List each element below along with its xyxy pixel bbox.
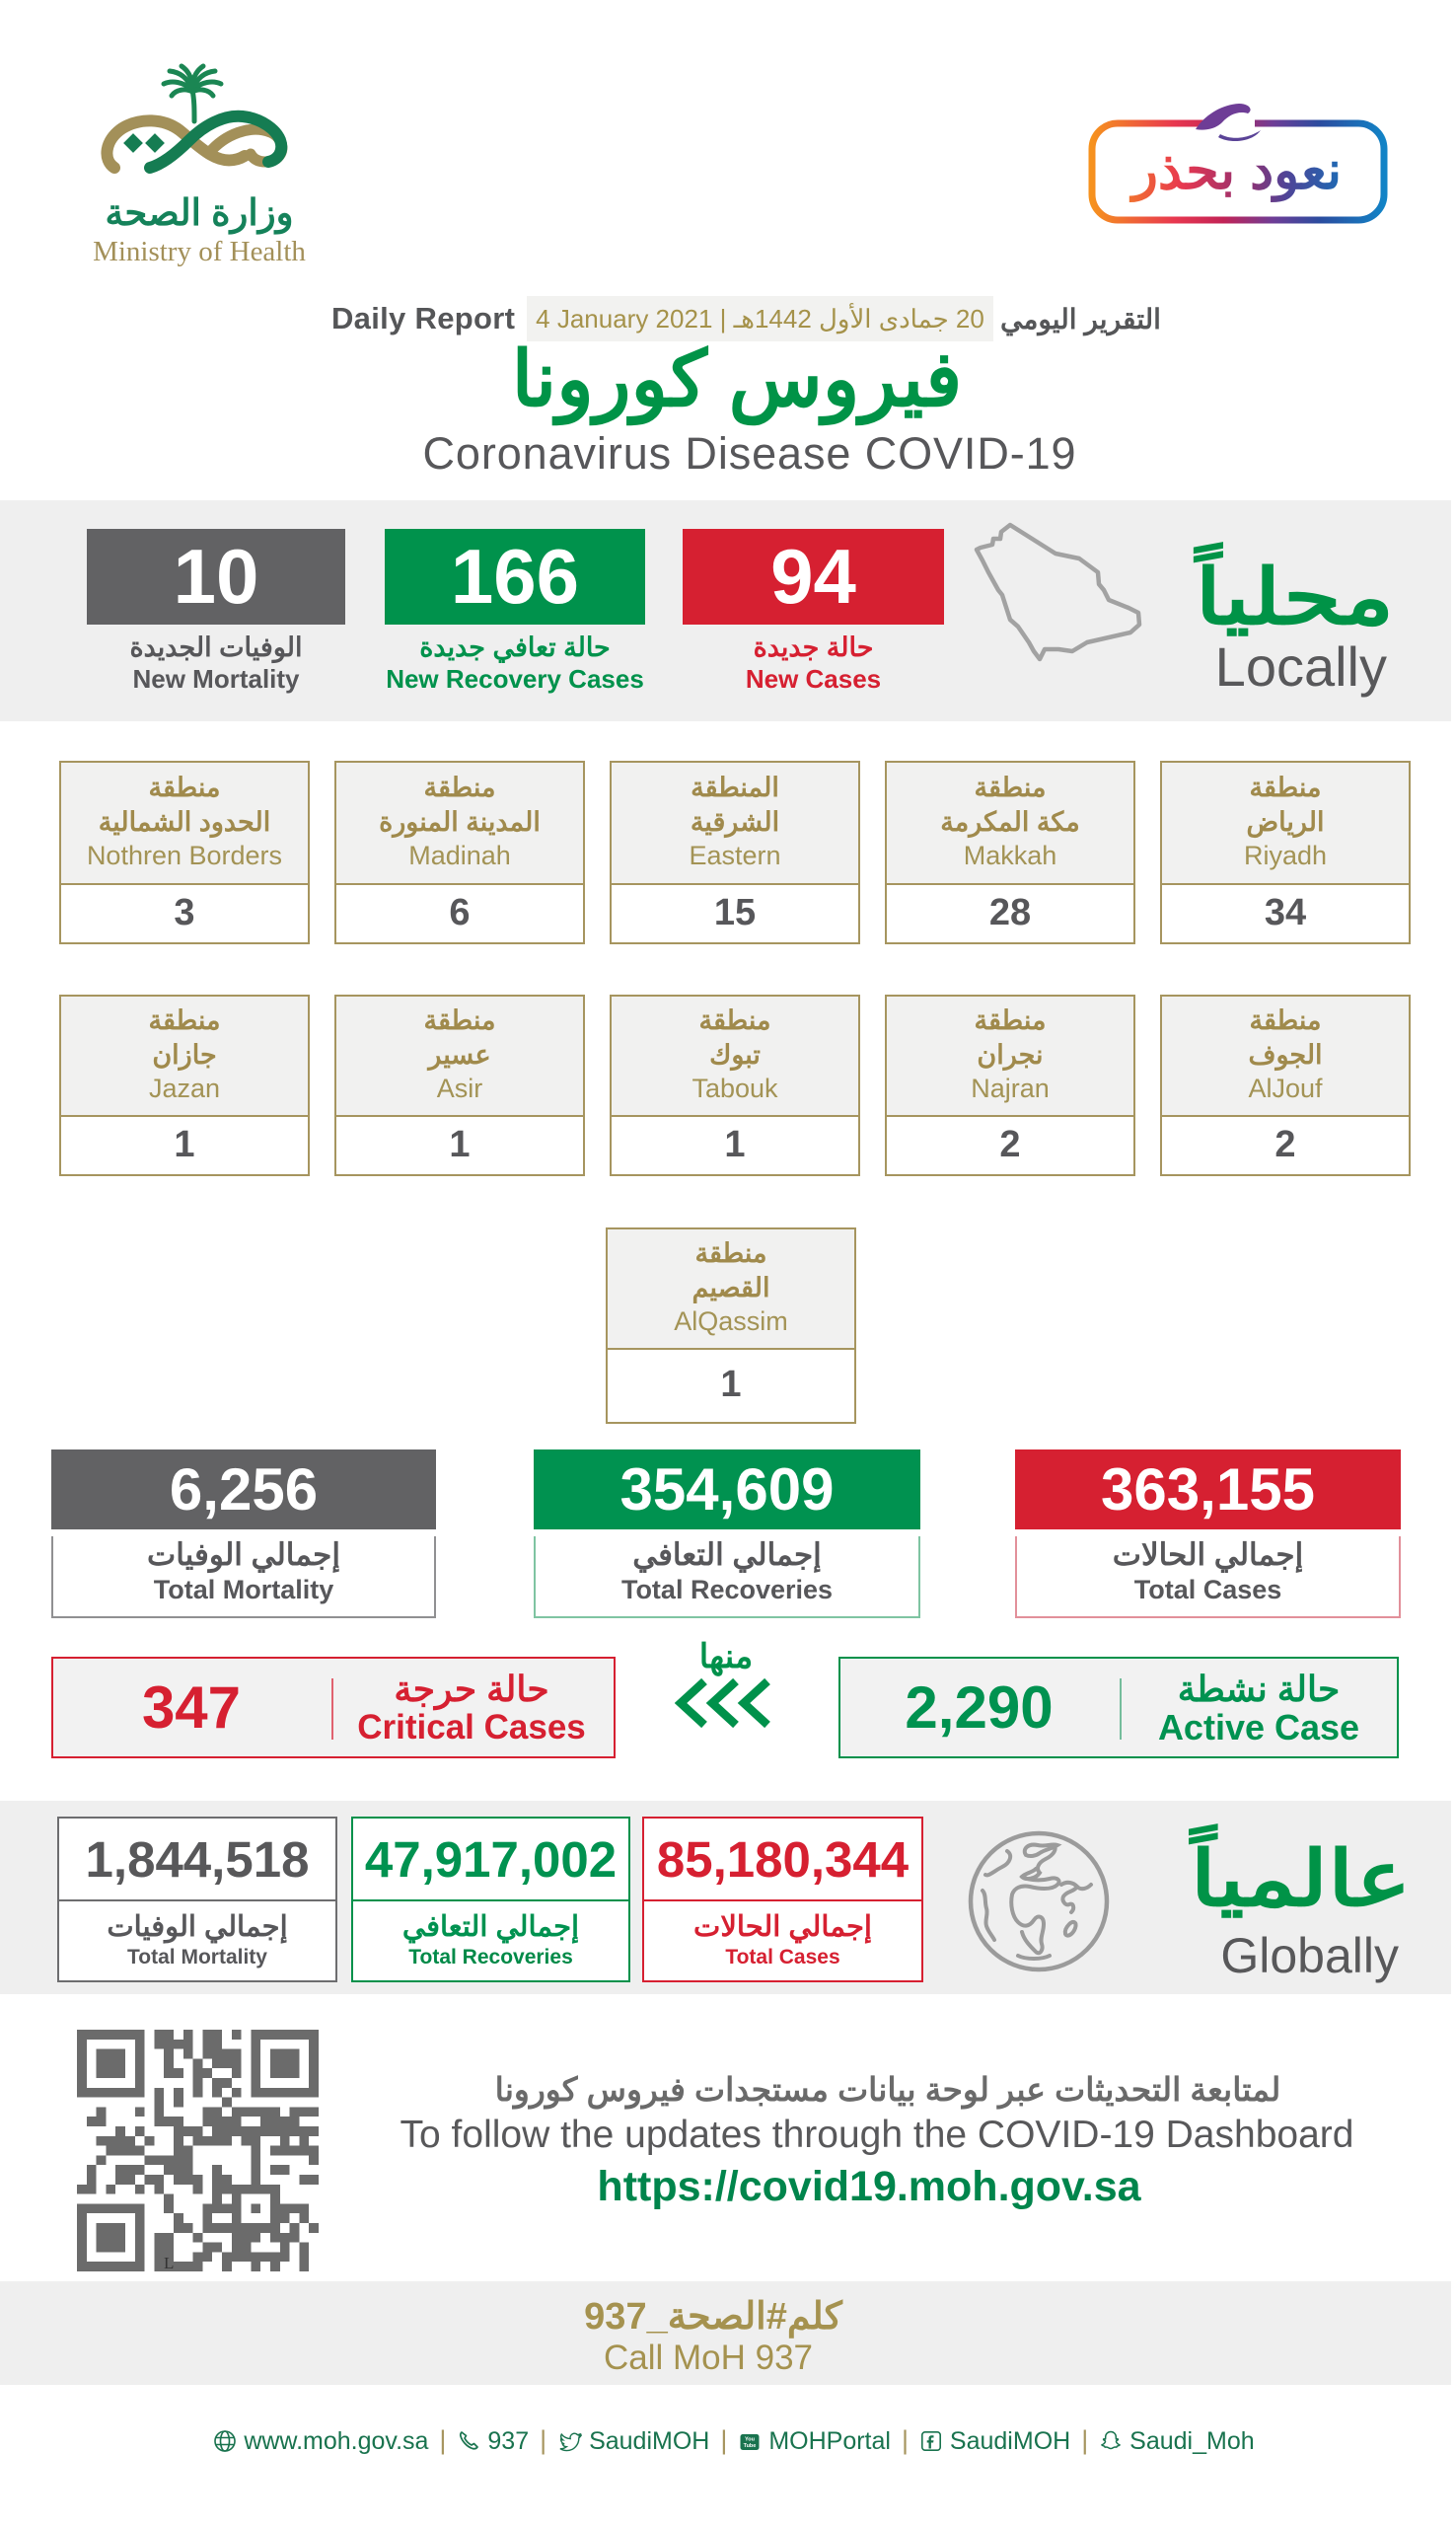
- svg-text:You: You: [745, 2437, 755, 2443]
- svg-text:Tube: Tube: [744, 2443, 757, 2449]
